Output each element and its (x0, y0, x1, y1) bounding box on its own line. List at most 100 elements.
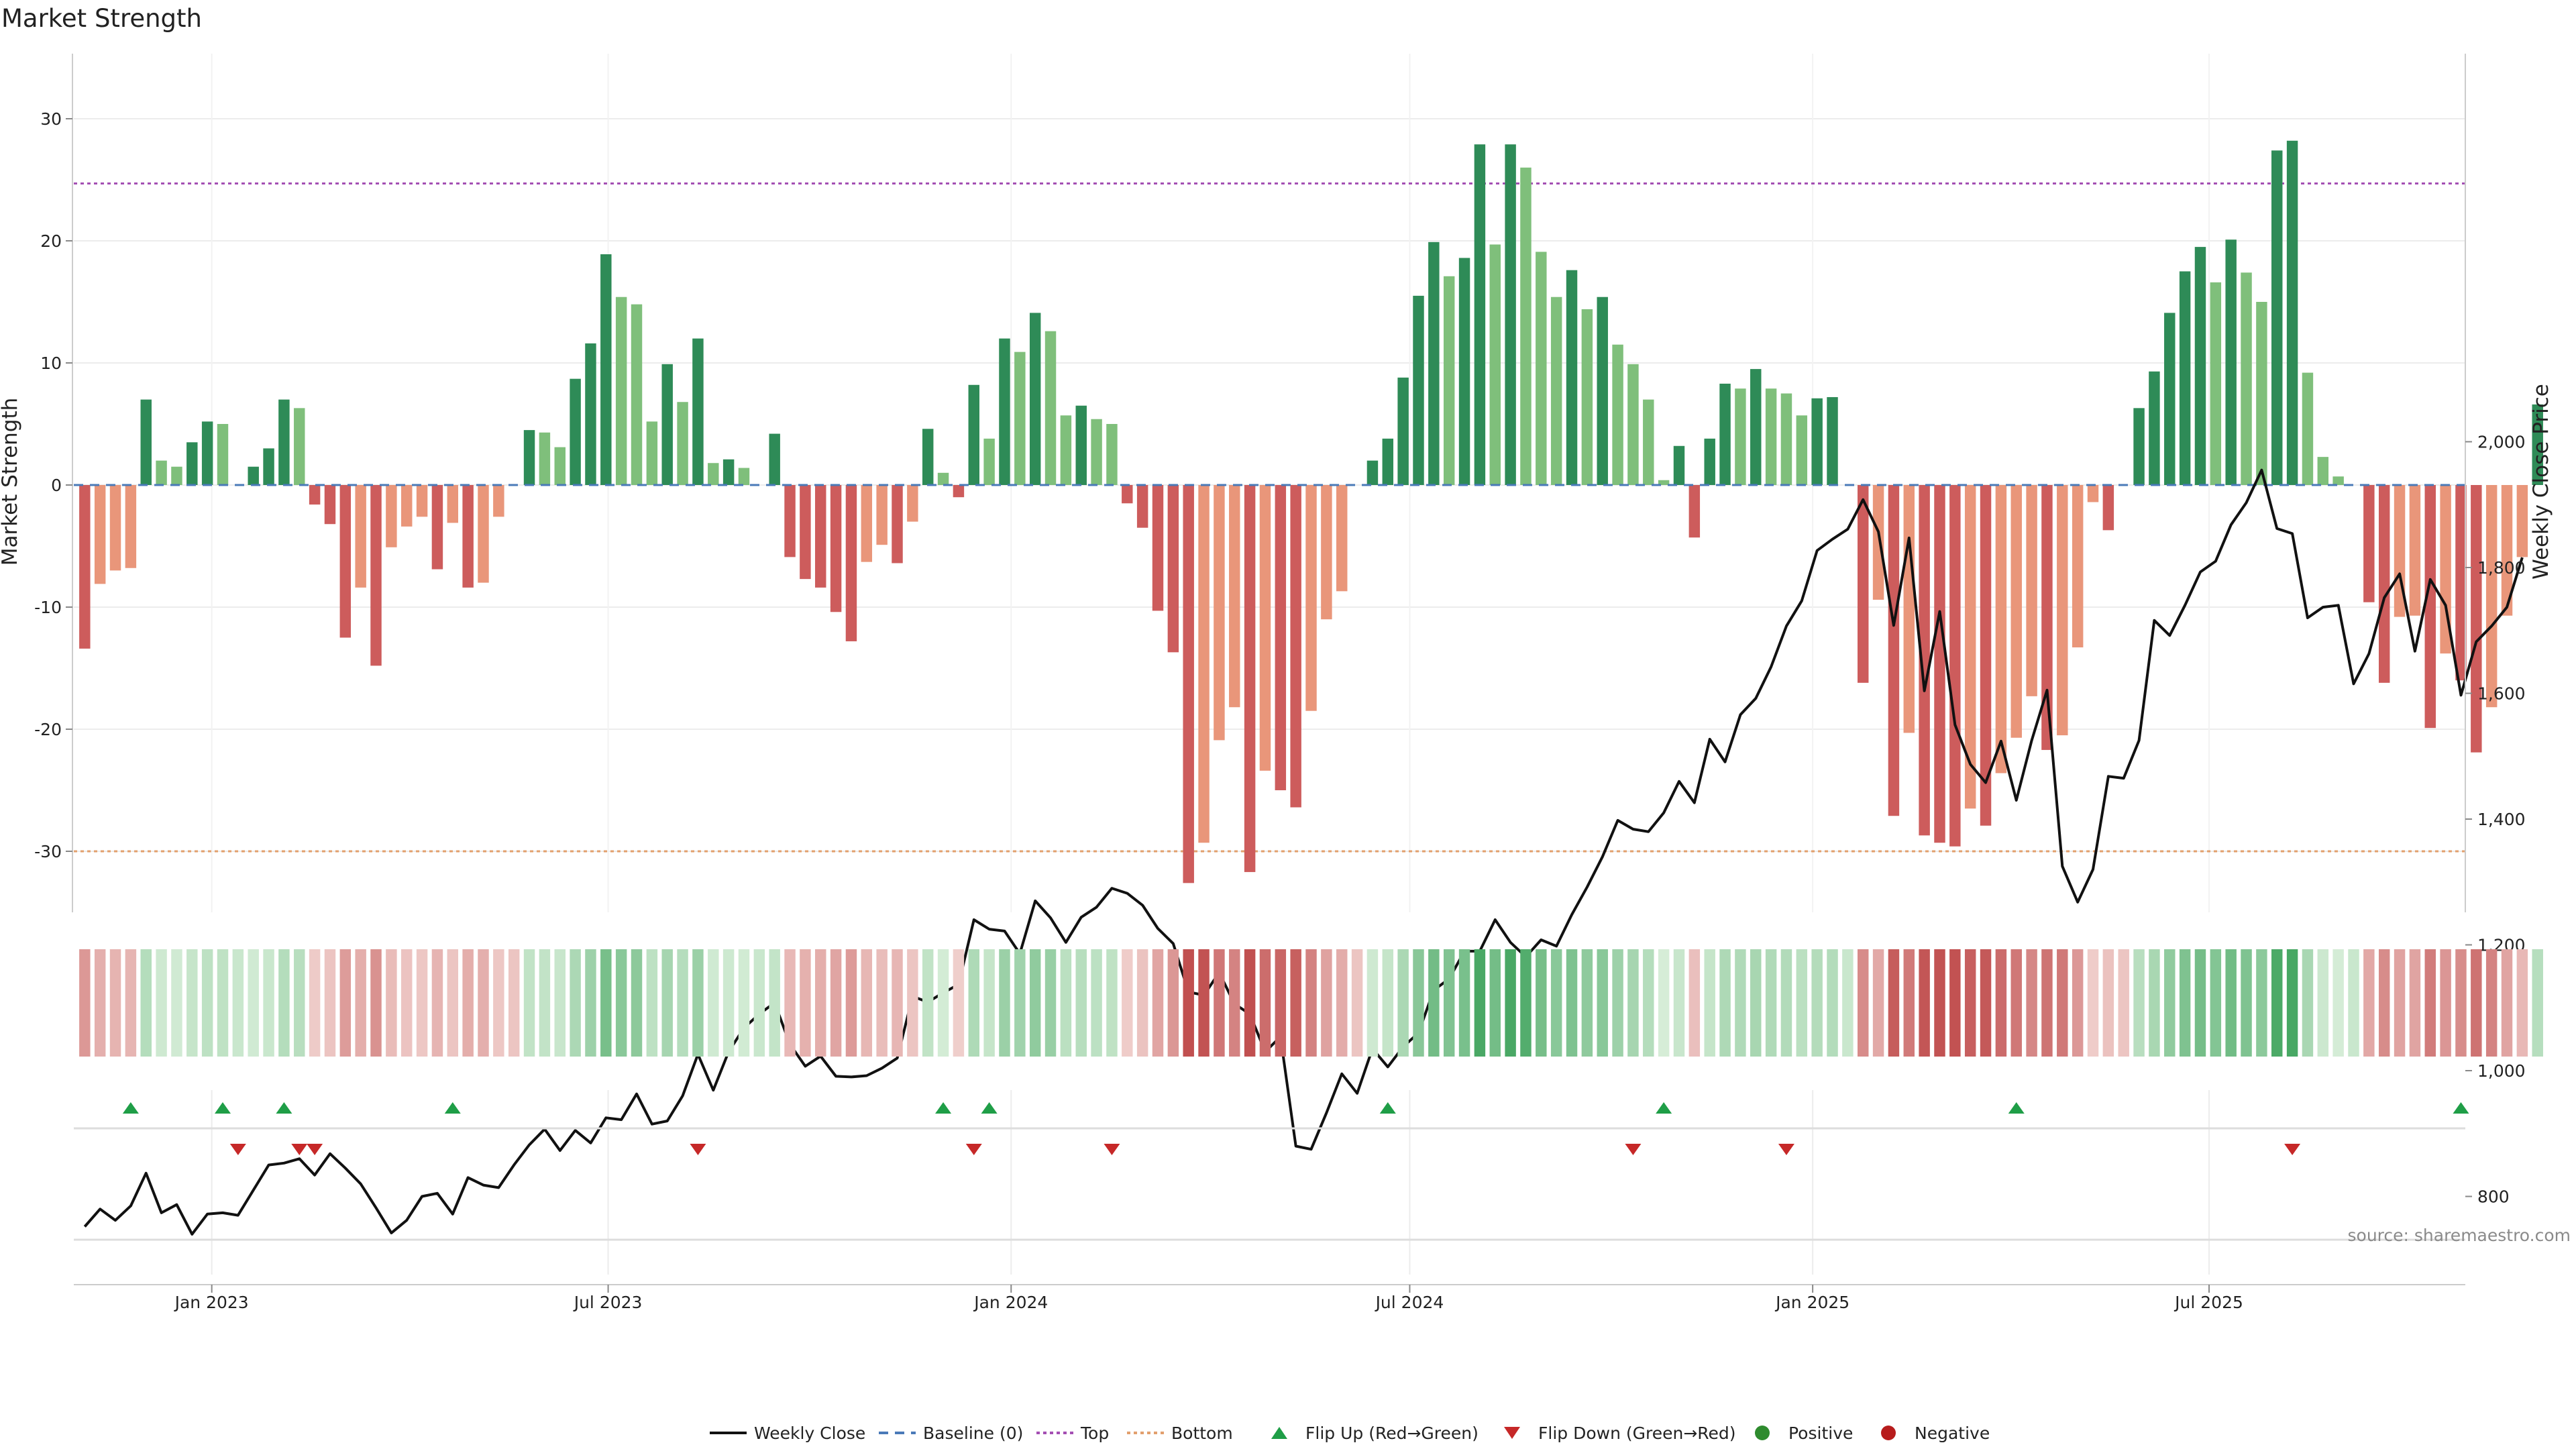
strength-bar (1474, 144, 1486, 485)
heat-cell (1244, 949, 1256, 1057)
strength-bar (937, 472, 949, 485)
right-tick-label: 1,000 (2477, 1061, 2526, 1081)
strength-bar (1366, 460, 1379, 485)
legend-swatch-dot (1755, 1426, 1770, 1440)
strength-bar (1888, 485, 1900, 816)
strength-bar (2102, 485, 2114, 531)
left-axis-label: Market Strength (0, 398, 22, 566)
strength-bar (1167, 485, 1179, 653)
source-note: source: sharemaestro.com (2348, 1226, 2571, 1245)
heat-cell (2010, 949, 2022, 1057)
heat-cell (1397, 949, 1409, 1057)
strength-bar (585, 343, 596, 485)
strength-bar (1443, 276, 1455, 485)
strength-bar (1643, 399, 1654, 485)
strength-bar (1122, 485, 1133, 504)
heat-cell (1505, 949, 1516, 1057)
strength-bar (1964, 485, 1976, 809)
heat-cell (2516, 949, 2528, 1057)
flip-up-marker (2453, 1102, 2469, 1114)
strength-bar (922, 429, 934, 485)
strength-bar (309, 485, 321, 505)
strength-bar (1550, 297, 1562, 485)
legend-label: Baseline (0) (923, 1424, 1023, 1443)
legend-label: Top (1080, 1424, 1109, 1443)
heat-cell (125, 949, 137, 1057)
strength-bar (769, 433, 780, 485)
strength-bar (1413, 295, 1424, 485)
heat-cell (937, 949, 949, 1057)
flip-markers-panel (74, 1102, 2469, 1241)
heat-cell (401, 949, 413, 1057)
strength-bar (523, 430, 535, 485)
heat-cell (2087, 949, 2099, 1057)
heat-cell (2317, 949, 2329, 1057)
heat-cell (416, 949, 428, 1057)
heat-cell (508, 949, 520, 1057)
heat-cell (339, 949, 352, 1057)
heat-cell (1305, 949, 1317, 1057)
heat-cell (692, 949, 704, 1057)
strength-bar (1581, 309, 1593, 485)
flip-up-marker (214, 1102, 231, 1114)
weekly-close-line (83, 468, 2524, 1236)
heat-cell (2041, 949, 2053, 1057)
heat-cell (983, 949, 995, 1057)
heat-cell (493, 949, 504, 1057)
left-tick-label: -30 (34, 842, 62, 861)
heat-cell (1550, 949, 1562, 1057)
heat-cell (1980, 949, 1992, 1057)
heat-cell (1152, 949, 1164, 1057)
heat-cell (1428, 949, 1440, 1057)
price-line-layer (83, 468, 2524, 1236)
heat-cell (1413, 949, 1424, 1057)
strength-bar (2164, 313, 2176, 485)
heat-cell (585, 949, 596, 1057)
strength-bar (2149, 371, 2160, 485)
strength-bar (386, 485, 397, 547)
strength-bar (1489, 244, 1501, 485)
strength-bar (677, 402, 688, 485)
heat-cell (1122, 949, 1133, 1057)
heat-cell (2409, 949, 2421, 1057)
heat-cell (217, 949, 229, 1057)
strength-bar (2332, 476, 2344, 485)
strength-bar (1688, 485, 1701, 538)
strength-bar (1505, 144, 1516, 485)
strength-bar (600, 254, 612, 485)
right-axis-label: Weekly Close Price (2529, 384, 2553, 580)
heat-cell (1627, 949, 1639, 1057)
heat-cell (1735, 949, 1746, 1057)
heat-cell (1336, 949, 1348, 1057)
legend-label: Weekly Close (754, 1424, 865, 1443)
strength-bar (2179, 271, 2191, 485)
heat-cell (1872, 949, 1884, 1057)
reference-lines (74, 182, 2465, 853)
strength-bar (2424, 485, 2436, 729)
heat-cell (1643, 949, 1654, 1057)
strength-bar (1198, 485, 1210, 843)
strength-bar (94, 485, 106, 584)
strength-bar (1536, 252, 1547, 485)
heat-cell (615, 949, 627, 1057)
heat-cell (386, 949, 397, 1057)
strength-bar (1152, 485, 1164, 611)
flip-down-marker (229, 1144, 246, 1155)
strength-bars (74, 140, 2543, 883)
heat-cell (1489, 949, 1501, 1057)
heat-cell (2378, 949, 2390, 1057)
strength-bar (1382, 438, 1394, 485)
heat-cell (2225, 949, 2237, 1057)
heat-cell (94, 949, 106, 1057)
heat-cell (845, 949, 857, 1057)
strength-bar (1183, 485, 1194, 883)
heat-cell (1612, 949, 1623, 1057)
right-tick-label: 1,600 (2477, 684, 2526, 704)
strength-bar (1719, 383, 1731, 485)
heat-cell (539, 949, 551, 1057)
heat-cell (447, 949, 459, 1057)
strength-bar (661, 364, 673, 485)
strength-bar (631, 304, 643, 485)
strength-bar (570, 378, 581, 485)
strength-bar (171, 466, 182, 485)
